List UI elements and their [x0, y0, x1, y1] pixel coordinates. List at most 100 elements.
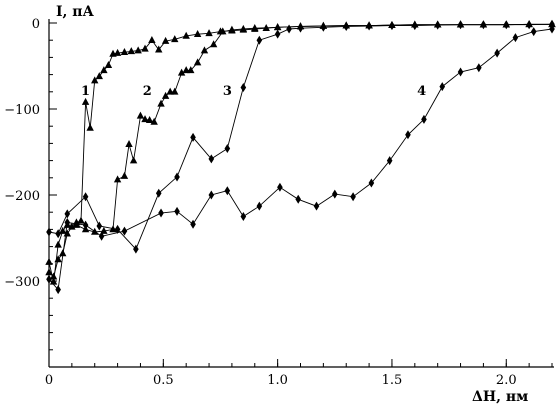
- data-point: [114, 224, 121, 234]
- data-point: [219, 27, 227, 35]
- data-point: [161, 91, 170, 99]
- data-point: [368, 178, 375, 188]
- data-point: [59, 226, 67, 234]
- data-point: [494, 48, 500, 58]
- data-point: [457, 20, 464, 30]
- data-point: [100, 226, 108, 234]
- data-point: [190, 132, 196, 142]
- data-point: [133, 244, 139, 254]
- data-point: [54, 240, 62, 248]
- x-tick-label: 1.0: [267, 373, 288, 388]
- data-point: [350, 192, 356, 202]
- data-point: [95, 72, 103, 80]
- data-point: [549, 24, 555, 34]
- data-point: [120, 171, 129, 179]
- data-point: [72, 220, 81, 228]
- data-point: [386, 156, 393, 166]
- data-point: [171, 35, 179, 43]
- labels-layer: I, пА ΔH, нм: [56, 4, 528, 405]
- data-point: [127, 47, 136, 55]
- data-point: [155, 45, 163, 53]
- x-tick-label: 0.5: [153, 373, 174, 388]
- series-line-1: [48, 23, 552, 278]
- x-tick-label: 0: [45, 373, 53, 388]
- data-point: [526, 20, 532, 30]
- data-point: [49, 272, 58, 280]
- data-point: [240, 212, 247, 221]
- data-point: [177, 68, 186, 76]
- data-point: [91, 76, 99, 84]
- data-point: [161, 36, 170, 44]
- data-point: [148, 36, 156, 43]
- data-point: [46, 227, 52, 237]
- data-point: [96, 221, 103, 231]
- data-point: [174, 172, 180, 182]
- data-point: [549, 19, 555, 29]
- series-layer: 1 2 3 4: [45, 19, 556, 295]
- data-point: [141, 115, 149, 123]
- data-point: [55, 229, 61, 239]
- data-point: [158, 208, 164, 218]
- data-point: [512, 33, 519, 43]
- data-point: [150, 117, 158, 125]
- data-point: [228, 25, 236, 33]
- data-point: [171, 87, 179, 95]
- data-point: [476, 63, 482, 73]
- data-point: [530, 27, 537, 37]
- data-point: [412, 21, 418, 31]
- y-tick-label: 0: [32, 17, 40, 32]
- data-point: [45, 257, 53, 265]
- data-point: [190, 219, 196, 229]
- data-point: [55, 285, 61, 295]
- x-tick-label: 1.5: [382, 373, 403, 388]
- series-4: 4: [46, 24, 555, 295]
- data-point: [157, 99, 165, 107]
- data-point: [64, 209, 71, 219]
- data-point: [224, 186, 231, 196]
- data-point: [82, 220, 89, 230]
- data-point: [405, 130, 411, 140]
- data-point: [256, 201, 263, 211]
- axes: 0 0.5 1.0 1.5 2.0 0 −100 −200 −300: [4, 17, 554, 388]
- x-tick-label: 2.0: [496, 373, 517, 388]
- curve-label-3: 3: [223, 84, 232, 99]
- y-tick-label: −200: [4, 189, 40, 204]
- data-point: [434, 20, 441, 30]
- y-axis-title: I, пА: [56, 4, 95, 20]
- data-point: [256, 35, 263, 45]
- data-point: [155, 188, 162, 198]
- data-point: [421, 114, 427, 124]
- series-line-3: [48, 23, 553, 251]
- x-axis-title: ΔH, нм: [472, 389, 528, 405]
- data-point: [286, 24, 292, 34]
- data-point: [77, 216, 85, 224]
- data-point: [104, 60, 113, 68]
- data-point: [331, 189, 338, 199]
- data-point: [187, 66, 195, 74]
- data-point: [193, 58, 202, 66]
- curve-label-2: 2: [143, 84, 152, 99]
- data-point: [480, 20, 487, 30]
- data-point: [320, 22, 327, 32]
- data-point: [224, 144, 231, 154]
- data-point: [120, 48, 129, 56]
- data-point: [98, 231, 105, 241]
- data-point: [136, 111, 145, 119]
- data-point: [46, 274, 52, 284]
- data-point: [366, 21, 372, 31]
- data-point: [45, 268, 53, 276]
- series-3: 3: [46, 19, 555, 254]
- data-point: [343, 21, 350, 31]
- data-point: [273, 23, 282, 31]
- data-point: [100, 66, 108, 74]
- data-point: [141, 44, 149, 52]
- data-point: [121, 226, 128, 236]
- data-point: [274, 29, 281, 39]
- data-point: [81, 97, 90, 105]
- data-point: [86, 123, 94, 131]
- data-point: [297, 23, 304, 33]
- data-point: [200, 46, 209, 54]
- data-point: [209, 40, 218, 48]
- data-point: [439, 82, 446, 92]
